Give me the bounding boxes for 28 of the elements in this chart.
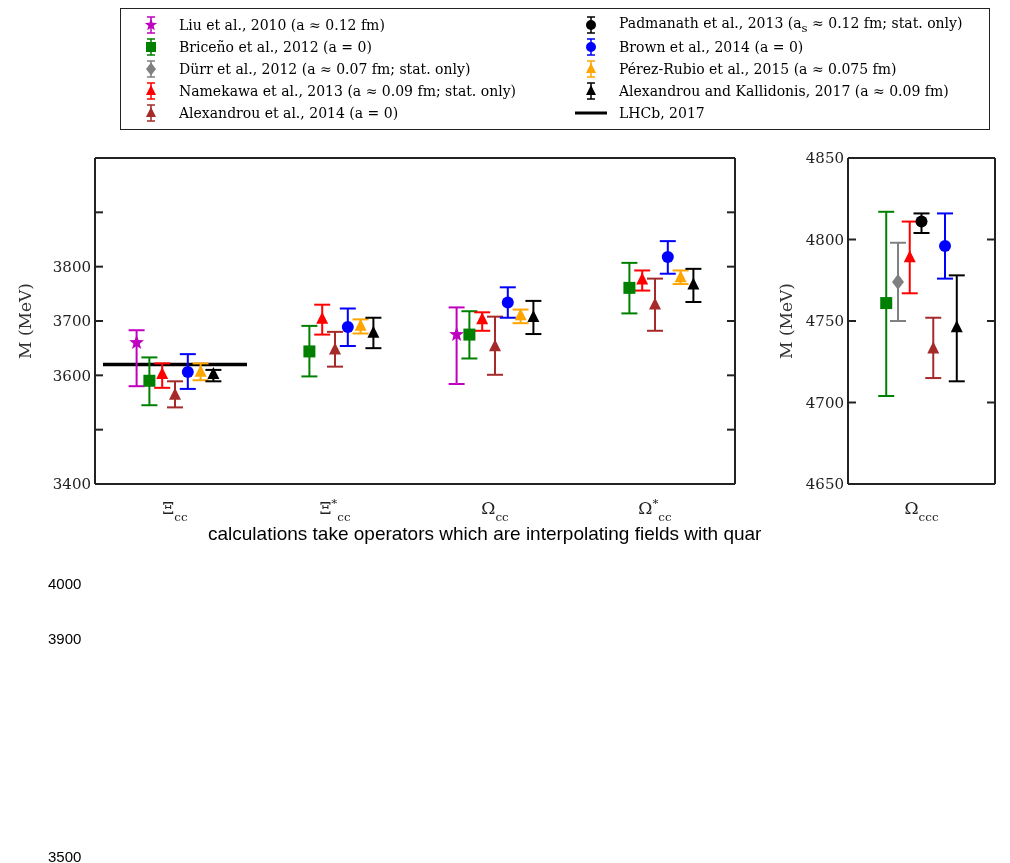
legend-label: Alexandrou and Kallidonis, 2017 (a ≈ 0.09 fm) — [619, 83, 949, 99]
y-tick-label: 3400 — [52, 475, 91, 494]
legend-label: Pérez-Rubio et al., 2015 (a ≈ 0.075 fm) — [619, 61, 897, 77]
text: 3900 — [48, 630, 82, 647]
legend-label: Alexandrou et al., 2014 (a = 0) — [179, 105, 399, 121]
y-axis-title: M (MeV) — [15, 283, 36, 359]
x-tick-label: Ω$_{ccc}$ — [904, 498, 939, 524]
legend-label: Brown et al., 2014 (a = 0) — [619, 39, 804, 55]
y-tick-label: 4650 — [805, 475, 844, 494]
y-axis-title: M (MeV) — [776, 283, 797, 359]
y-tick-label: 4800 — [805, 230, 844, 249]
y-tick-label: 4750 — [805, 312, 844, 331]
legend-label: Briceño et al., 2012 (a = 0) — [179, 39, 372, 55]
legend-label: Padmanath et al., 2013 (a$_{s}$ ≈ 0.12 fm; stat. only) — [619, 15, 963, 35]
y-tick-label: 4850 — [805, 149, 844, 168]
text: 3500 — [48, 848, 82, 863]
x-tick-label: Ξ$_{cc}$ — [162, 498, 188, 524]
legend-label: LHCb, 2017 — [619, 105, 705, 121]
text: 4000 — [48, 575, 82, 592]
y-tick-label: 4700 — [805, 393, 844, 412]
legend-label: Liu et al., 2010 (a ≈ 0.12 fm) — [179, 17, 385, 33]
legend-label: Dürr et al., 2012 (a ≈ 0.07 fm; stat. only) — [179, 61, 471, 77]
y-tick-label: 3700 — [52, 312, 91, 331]
y-tick-label: 3800 — [52, 257, 91, 276]
text: calculations take operators which are interpolating fields with quar — [208, 523, 762, 545]
legend-label: Namekawa et al., 2013 (a ≈ 0.09 fm; stat. only) — [179, 83, 517, 99]
x-tick-label: Ω$_{cc}$ — [481, 498, 510, 524]
y-tick-label: 3600 — [52, 366, 91, 385]
